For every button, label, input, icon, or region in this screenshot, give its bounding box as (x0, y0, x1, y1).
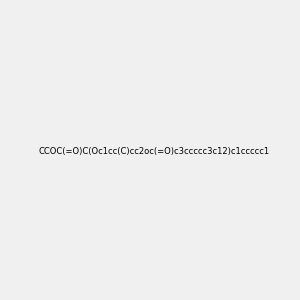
Text: CCOC(=O)C(Oc1cc(C)cc2oc(=O)c3ccccc3c12)c1ccccc1: CCOC(=O)C(Oc1cc(C)cc2oc(=O)c3ccccc3c12)c… (38, 147, 269, 156)
